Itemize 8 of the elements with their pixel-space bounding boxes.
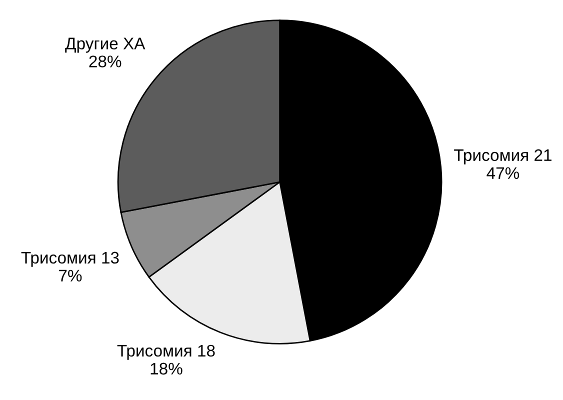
slice-label: Другие ХА — [65, 38, 146, 53]
data-label: 7% — [59, 270, 82, 282]
slice-label: Трисомия 13 — [21, 252, 119, 267]
slice-label: Трисомия 21 — [454, 149, 552, 164]
data-label: 18% — [150, 362, 182, 375]
data-label: 28% — [89, 56, 122, 68]
data-label: 47% — [486, 167, 520, 179]
slice-label: Трисомия 18 — [117, 344, 215, 360]
